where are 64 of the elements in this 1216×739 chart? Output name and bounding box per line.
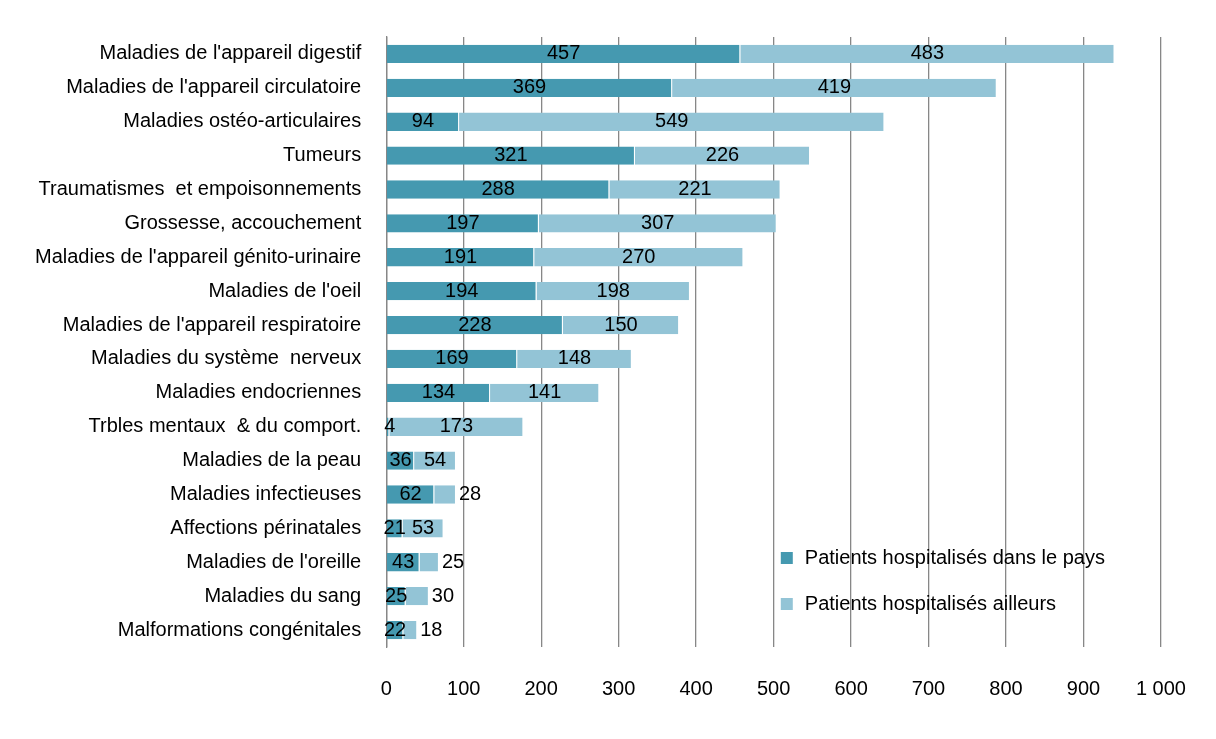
x-tick-label: 1 000 xyxy=(1135,676,1187,699)
y-tick-label: Maladies de l'oreille xyxy=(186,549,362,572)
data-label: 483 xyxy=(910,41,945,64)
data-label: 457 xyxy=(546,41,581,64)
x-tick-label: 300 xyxy=(601,676,636,699)
data-label: 25 xyxy=(441,549,465,572)
data-label: 419 xyxy=(817,75,852,98)
data-label: 54 xyxy=(423,448,447,471)
x-tick-label: 400 xyxy=(679,676,713,699)
x-tick-label: 100 xyxy=(447,676,481,699)
y-tick-label: Maladies ostéo-articulaires xyxy=(123,109,362,132)
data-label: 194 xyxy=(445,278,479,301)
x-tick-label: 500 xyxy=(756,676,791,699)
y-tick-label: Tumeurs xyxy=(283,143,362,166)
data-label: 321 xyxy=(494,143,528,166)
y-tick-label: Maladies de l'appareil respiratoire xyxy=(62,312,362,335)
y-tick-label: Maladies infectieuses xyxy=(170,482,362,505)
x-tick-label: 700 xyxy=(911,676,946,699)
data-label: 226 xyxy=(705,143,740,166)
data-label: 30 xyxy=(431,583,455,606)
data-label: 28 xyxy=(458,482,482,505)
data-label: 4 xyxy=(384,414,396,437)
data-label: 36 xyxy=(389,448,412,471)
data-label: 288 xyxy=(481,177,515,200)
x-tick-label: 200 xyxy=(524,676,558,699)
data-label: 173 xyxy=(439,414,474,437)
y-tick-label: Malformations congénitales xyxy=(117,617,362,640)
data-label: 197 xyxy=(446,210,480,233)
x-tick-label: 0 xyxy=(380,676,392,699)
data-label: 169 xyxy=(435,346,469,369)
data-label: 150 xyxy=(604,312,638,335)
y-tick-label: Maladies endocriennes xyxy=(155,380,362,403)
data-label: 141 xyxy=(527,380,562,403)
y-tick-label: Maladies de l'oeil xyxy=(208,278,362,301)
data-label: 221 xyxy=(678,177,712,200)
y-tick-label: Maladies de l'appareil génito-urinaire xyxy=(35,244,362,267)
data-label: 134 xyxy=(421,380,456,403)
data-label: 270 xyxy=(622,244,656,267)
data-label: 18 xyxy=(420,617,443,640)
y-tick-label: Affections périnatales xyxy=(170,515,362,538)
data-label: 307 xyxy=(641,210,675,233)
y-tick-label: Maladies du système nerveux xyxy=(91,346,362,369)
x-tick-label: 600 xyxy=(834,676,868,699)
y-tick-label: Maladies de l'appareil digestif xyxy=(99,41,362,64)
y-tick-label: Maladies de l'appareil circulatoire xyxy=(66,75,362,98)
data-label: 198 xyxy=(596,278,630,301)
legend-label: Patients hospitalisés ailleurs xyxy=(804,591,1057,614)
y-tick-label: Maladies du sang xyxy=(204,583,362,606)
data-label: 43 xyxy=(392,549,415,572)
data-label: 148 xyxy=(557,346,592,369)
y-tick-label: Grossesse, accouchement xyxy=(124,210,362,233)
data-label: 549 xyxy=(655,109,689,132)
y-tick-label: Trbles mentaux & du comport. xyxy=(88,414,362,437)
data-label: 62 xyxy=(399,482,422,505)
data-label: 228 xyxy=(458,312,492,335)
data-label: 369 xyxy=(512,75,547,98)
x-tick-label: 800 xyxy=(989,676,1023,699)
data-label: 94 xyxy=(411,109,435,132)
y-tick-label: Maladies de la peau xyxy=(182,448,362,471)
data-label: 191 xyxy=(443,244,478,267)
data-label: 53 xyxy=(411,515,435,538)
y-tick-label: Traumatismes et empoisonnements xyxy=(38,177,362,200)
x-tick-label: 900 xyxy=(1066,676,1101,699)
legend-label: Patients hospitalisés dans le pays xyxy=(804,545,1105,568)
